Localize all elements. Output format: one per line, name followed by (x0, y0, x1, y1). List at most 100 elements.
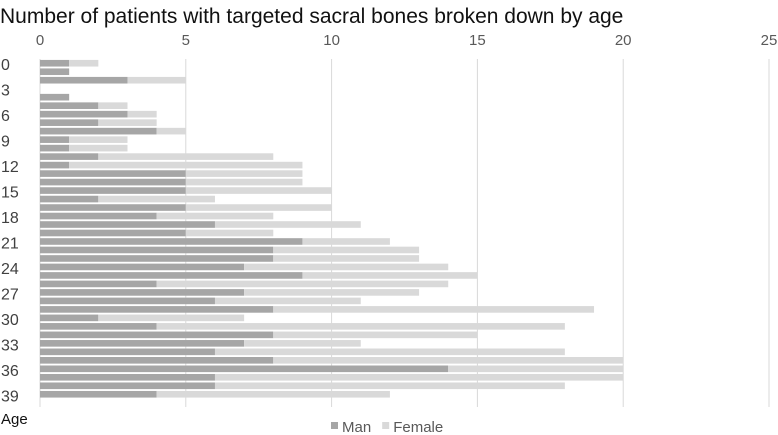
bar-man-2 (40, 76, 128, 84)
y-tick-label-15: 15 (1, 185, 19, 202)
bar-man-22 (40, 246, 274, 254)
bar-female-24 (244, 263, 449, 271)
bar-female-35 (273, 357, 624, 364)
bar-female-34 (214, 348, 565, 356)
x-tick-label-25: 25 (761, 32, 778, 49)
bar-female-33 (244, 340, 361, 347)
bar-man-38 (40, 382, 215, 390)
bar-man-21 (40, 238, 303, 245)
y-tick-label-30: 30 (1, 312, 19, 329)
bar-man-16 (40, 195, 99, 203)
bar-female-30 (98, 314, 245, 322)
y-axis-label: Age (1, 411, 28, 428)
bar-female-22 (273, 246, 420, 254)
bar-female-31 (156, 323, 565, 330)
bar-man-30 (40, 314, 99, 322)
bar-man-4 (40, 93, 70, 101)
bar-female-37 (214, 373, 624, 381)
bar-man-7 (40, 119, 99, 126)
bar-man-6 (40, 110, 128, 118)
bar-female-28 (214, 297, 361, 305)
bar-female-0 (69, 59, 99, 67)
bar-man-37 (40, 373, 215, 381)
bar-man-14 (40, 178, 186, 186)
bar-man-5 (40, 102, 99, 109)
y-tick-label-39: 39 (1, 388, 19, 405)
y-tick-label-36: 36 (1, 363, 19, 380)
bar-man-34 (40, 348, 215, 356)
y-tick-label-21: 21 (1, 235, 19, 252)
x-tick-label-0: 0 (36, 32, 44, 49)
bar-man-33 (40, 340, 245, 347)
bar-female-14 (185, 178, 303, 186)
bar-female-29 (273, 306, 595, 313)
bar-man-9 (40, 136, 70, 143)
bar-man-27 (40, 289, 245, 296)
bar-female-20 (185, 229, 274, 237)
bar-man-17 (40, 204, 186, 211)
bar-man-24 (40, 263, 245, 271)
bar-female-5 (98, 102, 128, 109)
legend: Man Female (331, 419, 443, 435)
bar-man-25 (40, 272, 303, 279)
bar-man-8 (40, 127, 157, 135)
bar-man-28 (40, 297, 215, 305)
bar-female-6 (127, 110, 157, 118)
y-tick-label-3: 3 (1, 83, 10, 100)
bar-female-12 (69, 161, 303, 169)
y-tick-label-18: 18 (1, 210, 19, 227)
x-tick-label-20: 20 (615, 32, 632, 49)
bar-female-11 (98, 153, 274, 160)
bar-man-31 (40, 323, 157, 330)
y-tick-label-24: 24 (1, 261, 19, 278)
bar-female-32 (273, 331, 478, 339)
x-axis-tick-labels: 0 5 10 15 20 25 (36, 32, 778, 49)
x-tick-label-5: 5 (182, 32, 190, 49)
bar-man-23 (40, 255, 274, 262)
bar-female-23 (273, 255, 420, 262)
bar-female-25 (302, 272, 478, 279)
bar-female-17 (185, 204, 332, 211)
legend-label-female: Female (393, 419, 443, 435)
bar-man-19 (40, 221, 215, 228)
bar-man-12 (40, 161, 70, 169)
chart-title: Number of patients with targeted sacral … (0, 5, 623, 28)
bar-man-20 (40, 229, 186, 237)
bar-female-15 (185, 187, 332, 194)
y-tick-label-6: 6 (1, 108, 10, 125)
bars (40, 59, 624, 398)
x-tick-label-10: 10 (323, 32, 340, 49)
bar-female-10 (69, 144, 128, 152)
bar-female-27 (244, 289, 420, 296)
y-tick-label-9: 9 (1, 134, 10, 151)
bar-man-11 (40, 153, 99, 160)
bar-female-8 (156, 127, 186, 135)
bar-man-15 (40, 187, 186, 194)
bar-female-21 (302, 238, 390, 245)
bar-man-26 (40, 280, 157, 288)
bar-man-1 (40, 68, 70, 76)
bar-man-13 (40, 170, 186, 177)
bar-man-10 (40, 144, 70, 152)
bar-female-36 (448, 365, 624, 373)
legend-swatch-man (331, 422, 338, 429)
bar-female-16 (98, 195, 215, 203)
bar-female-19 (214, 221, 361, 228)
legend-label-man: Man (342, 419, 371, 435)
bar-female-2 (127, 76, 186, 84)
bar-female-38 (214, 382, 565, 390)
legend-swatch-female (382, 422, 390, 429)
bar-female-39 (156, 390, 390, 398)
y-tick-label-33: 33 (1, 337, 19, 354)
bar-female-13 (185, 170, 303, 177)
bar-man-0 (40, 59, 70, 67)
y-tick-label-0: 0 (1, 57, 10, 74)
bar-man-18 (40, 212, 157, 220)
y-tick-label-12: 12 (1, 159, 19, 176)
bar-female-9 (69, 136, 128, 143)
x-tick-label-15: 15 (469, 32, 486, 49)
bar-female-7 (98, 119, 157, 126)
bar-man-39 (40, 390, 157, 398)
